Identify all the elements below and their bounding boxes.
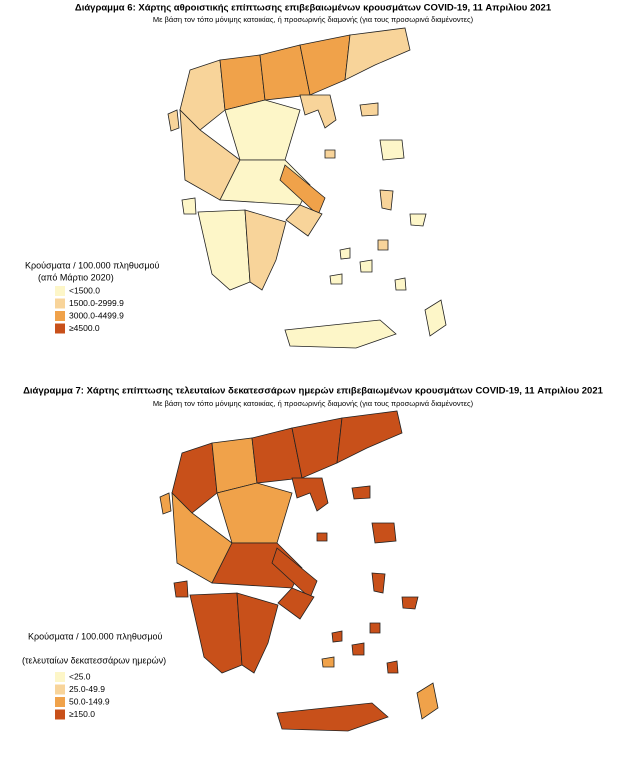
legend-label: 50.0-149.9 [69,696,110,706]
map-region [377,239,389,251]
map-region [351,485,371,500]
figure-title: Διάγραμμα 6: Χάρτης αθροιστικής επίπτωση… [75,3,552,14]
map-region [339,247,351,260]
map-region [416,682,439,720]
map-region [299,94,337,129]
map-region [409,213,427,227]
map-region [329,273,343,285]
map-region [285,204,323,237]
legend-swatch [55,311,65,321]
map-region [359,259,373,273]
legend-title: (τελευταίων δεκατεσσάρων ημερών) [22,655,166,665]
legend-swatch [55,709,65,720]
map-region [351,642,365,656]
map-region [173,580,189,598]
map-region [159,492,172,515]
legend-swatch [55,684,65,695]
legend-label: ≥4500.0 [69,323,100,333]
map-region [369,622,381,634]
map-region [189,592,243,674]
legend-swatch [55,323,65,334]
map-region [371,572,386,594]
map-region [359,102,379,117]
legend-title: Κρούσματα / 100.000 πληθυσμού [28,631,163,641]
map-region [379,139,405,161]
map-region [401,596,419,610]
legend-swatch [55,697,65,707]
legend-label: <1500.0 [69,285,100,295]
legend-title: Κρούσματα / 100.000 πληθυσμού [25,260,160,270]
map-region [291,477,329,512]
map-region [171,442,218,514]
map-region [316,532,328,542]
map-region [331,630,343,643]
map-region [344,27,411,81]
figure-subtitle: Με βάση τον τόπο μόνιμης κατοικίας, ή πρ… [153,399,474,408]
map-region [216,482,293,544]
figure-subtitle: Με βάση τον τόπο μόνιμης κατοικίας, ή πρ… [153,15,474,24]
map-region [224,99,301,161]
map-region [336,410,403,464]
legend-label: 25.0-49.9 [69,684,105,694]
map-region [277,587,315,620]
map-region [167,109,180,132]
map-region [386,660,399,674]
legend-label: <25.0 [69,671,91,681]
map [167,27,447,349]
map-region [324,149,336,159]
legend-swatch [55,298,65,309]
legend-swatch [55,286,65,296]
legend-swatch [55,672,65,682]
map-region [276,702,389,732]
map-region [179,59,226,131]
map-region [379,189,394,211]
legend-title: (από Μάρτιο 2020) [38,272,114,282]
legend-label: 3000.0-4499.9 [69,310,124,320]
map-region [371,522,397,544]
map-region [284,319,397,349]
map-region [197,209,251,291]
map-region [181,197,197,215]
map [159,410,439,732]
figure-title: Διάγραμμα 7: Χάρτης επίπτωσης τελευταίων… [23,386,604,397]
map-region [424,299,447,337]
legend-label: ≥150.0 [69,709,95,719]
map-region [394,277,407,291]
map-region [236,592,279,674]
map-region [244,209,287,291]
legend-label: 1500.0-2999.9 [69,298,124,308]
map-region [321,656,335,668]
